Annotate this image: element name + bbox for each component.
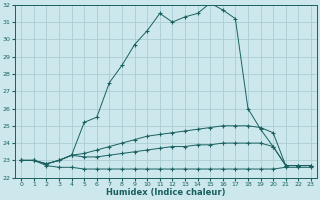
X-axis label: Humidex (Indice chaleur): Humidex (Indice chaleur) bbox=[106, 188, 226, 197]
